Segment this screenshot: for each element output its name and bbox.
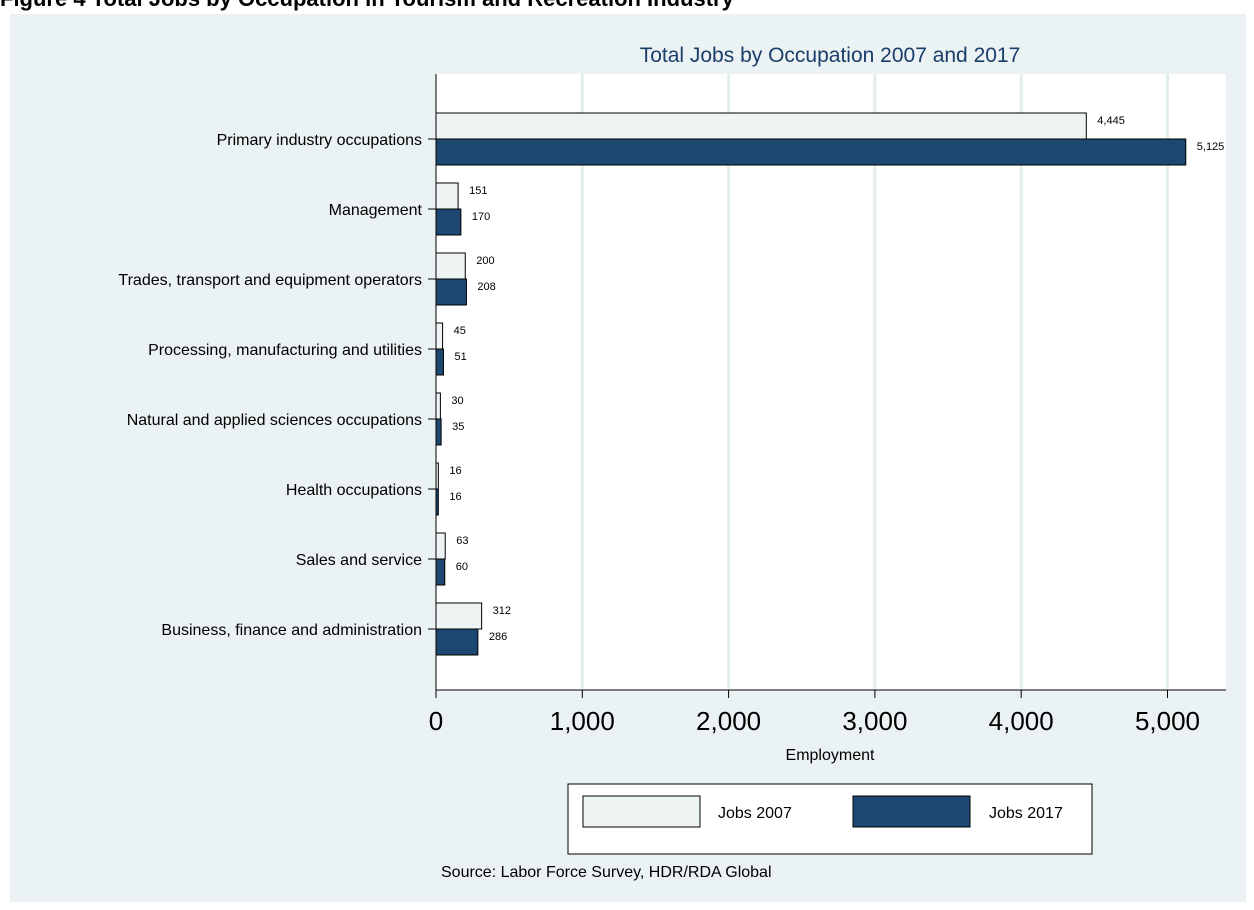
bar-value-label: 151 bbox=[469, 185, 487, 197]
bar-value-label: 63 bbox=[456, 535, 468, 547]
category-label: Processing, manufacturing and utilities bbox=[148, 342, 422, 359]
source-note: Source: Labor Force Survey, HDR/RDA Glob… bbox=[441, 864, 772, 881]
x-tick-label: 2,000 bbox=[696, 706, 761, 736]
bar-value-label: 45 bbox=[454, 325, 466, 337]
category-label: Business, finance and administration bbox=[161, 622, 422, 639]
x-tick-label: 0 bbox=[429, 706, 443, 736]
bar-value-label: 16 bbox=[449, 465, 461, 477]
category-label: Trades, transport and equipment operator… bbox=[118, 272, 422, 289]
legend-swatch-jobs-2007 bbox=[582, 795, 701, 828]
bar-value-label: 51 bbox=[454, 351, 466, 363]
value-labels: 4,445 5,125 151 170 200 208 45 51 30 35 16 16 63 60 31… bbox=[449, 115, 1224, 643]
figure-heading: Figure 4 Total Jobs by Occupation in Tou… bbox=[0, 0, 734, 12]
bar-value-label: 35 bbox=[452, 421, 464, 433]
bars bbox=[435, 112, 1187, 656]
bar-jobs-2017 bbox=[435, 558, 446, 586]
bar-value-label: 286 bbox=[489, 631, 507, 643]
bar-value-label: 5,125 bbox=[1197, 141, 1225, 153]
plot-area bbox=[436, 74, 1226, 690]
x-axis-ticks: 0 1,000 2,000 3,000 4,000 5,000 bbox=[429, 690, 1200, 736]
bar-jobs-2007 bbox=[435, 602, 483, 630]
bar-jobs-2007 bbox=[435, 252, 466, 280]
category-label: Sales and service bbox=[296, 552, 422, 569]
legend-label-jobs-2017: Jobs 2017 bbox=[989, 805, 1063, 822]
bar-value-label: 200 bbox=[476, 255, 494, 267]
x-tick-label: 4,000 bbox=[989, 706, 1054, 736]
bar-jobs-2007 bbox=[435, 182, 459, 210]
bar-jobs-2017 bbox=[435, 418, 442, 446]
x-tick-label: 3,000 bbox=[842, 706, 907, 736]
bar-value-label: 4,445 bbox=[1097, 115, 1125, 127]
bar-jobs-2017 bbox=[435, 628, 479, 656]
bar-value-label: 312 bbox=[493, 605, 511, 617]
bar-jobs-2007 bbox=[435, 322, 444, 350]
category-label: Management bbox=[329, 202, 423, 219]
bar-jobs-2017 bbox=[435, 278, 467, 306]
figure-heading-strip: Figure 4 Total Jobs by Occupation in Tou… bbox=[0, 0, 1254, 14]
bar-jobs-2017 bbox=[435, 208, 462, 236]
bar-value-label: 16 bbox=[449, 491, 461, 503]
category-label: Natural and applied sciences occupations bbox=[127, 412, 422, 429]
legend-swatch-jobs-2017 bbox=[852, 795, 971, 828]
bar-value-label: 170 bbox=[472, 211, 490, 223]
bar-jobs-2017 bbox=[435, 348, 444, 376]
category-label: Health occupations bbox=[286, 482, 422, 499]
x-axis-title: Employment bbox=[786, 747, 875, 764]
bar-jobs-2017 bbox=[435, 138, 1187, 166]
bar-jobs-2007 bbox=[435, 532, 446, 560]
bar-value-label: 208 bbox=[477, 281, 495, 293]
bar-value-label: 30 bbox=[451, 395, 463, 407]
bar-jobs-2007 bbox=[435, 392, 441, 420]
bar-value-label: 60 bbox=[456, 561, 468, 573]
legend: Jobs 2007 Jobs 2017 bbox=[567, 783, 1093, 855]
chart-title: Total Jobs by Occupation 2007 and 2017 bbox=[640, 44, 1021, 67]
legend-label-jobs-2007: Jobs 2007 bbox=[718, 805, 792, 822]
x-tick-label: 1,000 bbox=[550, 706, 615, 736]
bar-jobs-2007 bbox=[435, 112, 1087, 140]
category-label: Primary industry occupations bbox=[217, 132, 422, 149]
gridlines bbox=[580, 74, 1169, 690]
x-tick-label: 5,000 bbox=[1135, 706, 1200, 736]
category-labels: Primary industry occupations Management Tr… bbox=[118, 132, 436, 639]
